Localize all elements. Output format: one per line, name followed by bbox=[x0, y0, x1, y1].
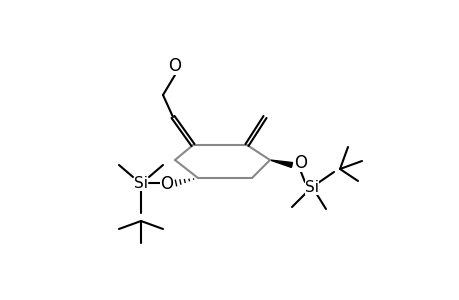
Text: Si: Si bbox=[134, 176, 148, 190]
Text: O: O bbox=[160, 175, 173, 193]
Text: O: O bbox=[168, 57, 181, 75]
Polygon shape bbox=[269, 160, 292, 167]
Text: O: O bbox=[294, 154, 307, 172]
Text: Si: Si bbox=[304, 179, 318, 194]
